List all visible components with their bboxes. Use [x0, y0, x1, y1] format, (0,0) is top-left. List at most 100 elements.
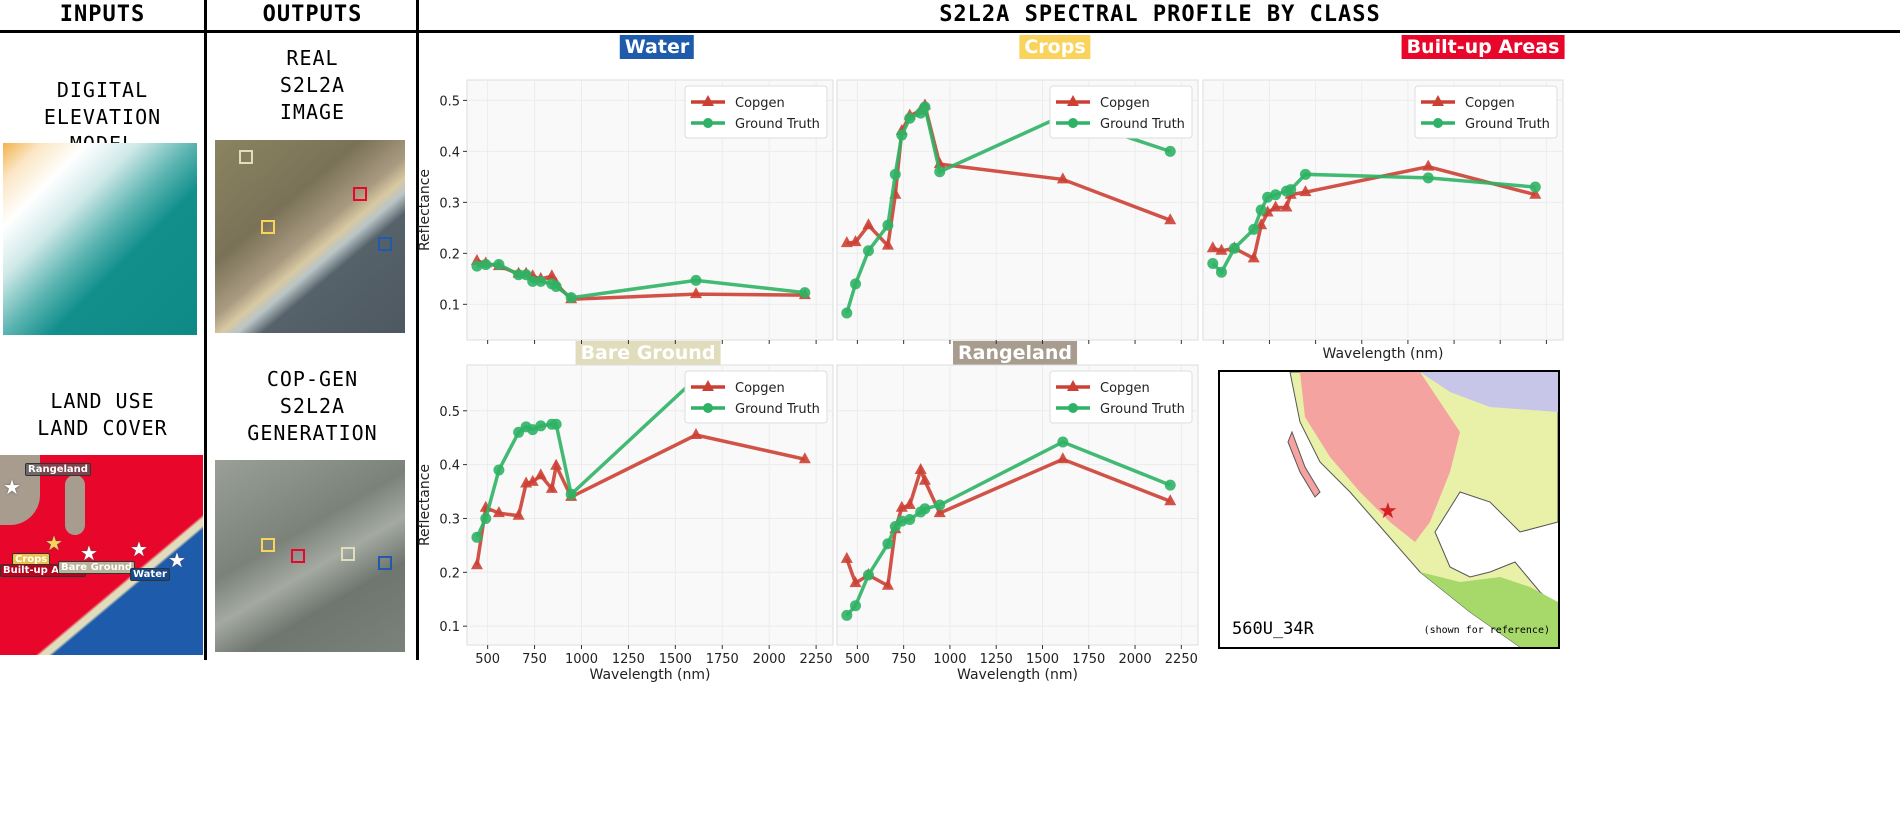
legend	[1414, 85, 1558, 139]
legend	[684, 370, 828, 424]
inputs-header: INPUTS	[59, 2, 146, 27]
legend-label: Ground Truth	[735, 117, 820, 132]
data-point	[1057, 436, 1069, 448]
legend-label: Ground Truth	[1100, 402, 1185, 417]
data-point	[933, 506, 946, 518]
data-point	[798, 452, 811, 464]
chart-2: Wavelength (nm) Copgen Ground Truth	[1202, 79, 1564, 362]
lulc-tag-water: Water	[130, 568, 170, 581]
x-tick-label: 2250	[1165, 652, 1198, 667]
data-point	[1056, 172, 1069, 184]
star-icon: ★	[45, 531, 63, 555]
data-point	[470, 558, 483, 570]
data-point	[689, 287, 702, 299]
chart-title-rangeland: Rangeland	[953, 341, 1077, 365]
data-point	[903, 498, 916, 509]
data-point	[1299, 185, 1312, 197]
legend-marker	[1432, 95, 1444, 106]
x-axis-label: Wavelength (nm)	[590, 667, 711, 683]
x-tick-label: 1500	[1026, 652, 1059, 667]
x-tick-label: 1000	[933, 652, 966, 667]
y-axis-label: Reflectance	[417, 464, 433, 546]
data-point	[690, 274, 702, 286]
real-s2l2a-image	[215, 140, 405, 333]
x-tick-label: 1000	[565, 652, 598, 667]
data-point	[493, 259, 505, 271]
y-tick-label: 0.1	[439, 620, 460, 635]
data-point	[840, 551, 853, 563]
data-point	[840, 236, 853, 248]
data-point	[904, 112, 916, 124]
data-point	[889, 168, 901, 180]
legend-label: Copgen	[735, 96, 785, 111]
data-point	[550, 458, 563, 470]
data-point	[550, 280, 562, 292]
y-tick-label: 0.2	[439, 247, 460, 262]
legend-marker	[1068, 118, 1078, 128]
built-up-marker	[353, 187, 367, 201]
baja-peninsula	[1287, 430, 1321, 498]
data-point	[493, 464, 505, 476]
legend-marker	[1067, 380, 1079, 391]
data-point	[799, 287, 811, 299]
data-point	[550, 418, 562, 430]
y-tick-label: 0.1	[439, 298, 460, 313]
y-tick-label: 0.5	[439, 94, 460, 109]
data-point	[1164, 213, 1177, 225]
real-label-line: S2L2A	[279, 73, 346, 97]
x-tick-label: 500	[475, 652, 500, 667]
data-point	[881, 578, 894, 590]
lulc-label-line: LAND USE	[50, 389, 155, 413]
legend-marker	[703, 118, 713, 128]
legend	[684, 85, 828, 139]
lulc-label-line: LAND COVER	[37, 416, 168, 440]
data-point	[545, 481, 558, 493]
chart-3: 500 750 1000 1250 1500 1750 2000 2250 0.1 0.2 0.3 0…	[417, 364, 834, 683]
data-point	[914, 463, 927, 474]
data-point	[881, 238, 894, 250]
dem-label-line: ELEVATION	[43, 105, 162, 129]
legend-marker	[1067, 95, 1079, 106]
crops-marker	[261, 538, 275, 552]
data-point	[512, 508, 525, 520]
y-tick-label: 0.4	[439, 145, 460, 160]
data-point	[535, 420, 547, 432]
chart-1: Copgen Ground Truth	[836, 79, 1199, 344]
x-tick-label: 750	[522, 652, 547, 667]
y-tick-label: 0.3	[439, 196, 460, 211]
data-point	[862, 245, 874, 257]
copgen-s2l2a-image	[215, 460, 405, 652]
data-point	[862, 218, 875, 230]
data-point	[882, 538, 894, 550]
data-point	[919, 503, 931, 515]
data-point	[841, 609, 853, 621]
y-tick-label: 0.3	[439, 512, 460, 527]
built-up-marker	[291, 549, 305, 563]
data-point	[1215, 266, 1227, 278]
legend-label: Ground Truth	[1100, 117, 1185, 132]
data-point	[896, 129, 908, 141]
data-point	[849, 576, 862, 588]
x-tick-label: 1250	[612, 652, 645, 667]
y-axis-label: Reflectance	[417, 169, 433, 251]
lulc-label: LAND USE LAND COVER	[0, 388, 205, 442]
series-line-ground-truth	[845, 102, 1171, 314]
lulc-tag-rangeland: Rangeland	[25, 463, 91, 476]
data-point	[534, 468, 547, 480]
data-point	[1255, 204, 1267, 216]
bare-ground-marker	[239, 150, 253, 164]
legend	[1049, 370, 1193, 424]
water-marker	[378, 237, 392, 251]
arid-region	[1300, 372, 1460, 542]
legend-label: Copgen	[1465, 96, 1515, 111]
data-point	[565, 292, 577, 304]
data-point	[1164, 479, 1176, 491]
x-tick-label: 1750	[1072, 652, 1105, 667]
star-icon: ★	[80, 541, 98, 565]
star-icon: ★	[130, 537, 148, 561]
profile-header: S2L2A SPECTRAL PROFILE BY CLASS	[939, 2, 1381, 27]
reference-map: ★ 560U_34R (shown for reference)	[1218, 370, 1560, 649]
data-point	[565, 488, 577, 500]
chart-title-water: Water	[619, 35, 695, 59]
x-axis-label: Wavelength (nm)	[957, 667, 1078, 683]
